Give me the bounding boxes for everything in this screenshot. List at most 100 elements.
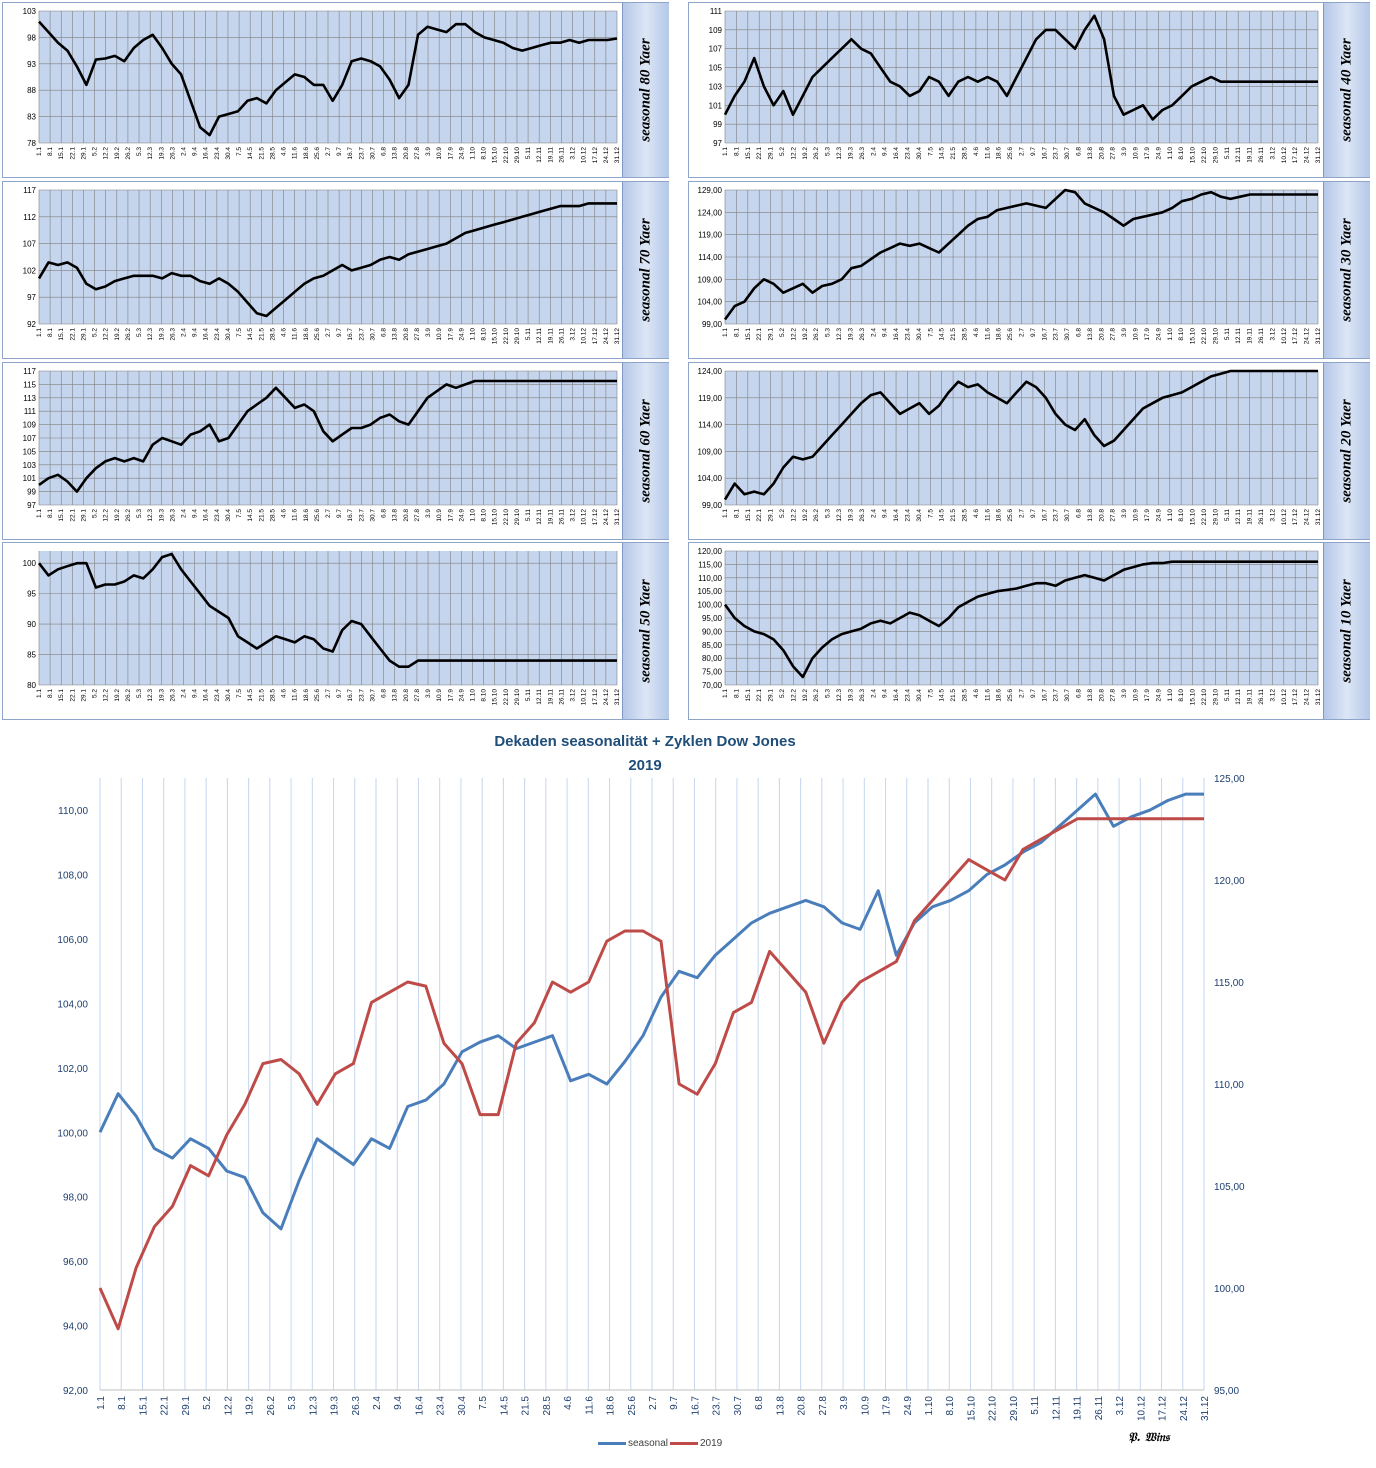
x-tick-label: 26.3 [169, 328, 176, 341]
x-tick-label: 30.7 [369, 689, 376, 702]
x-tick-label: 1.10 [1167, 689, 1174, 702]
x-tick-label: 26.3 [169, 689, 176, 702]
legend-2019: 2019 [670, 1438, 722, 1449]
x-tick-label: 17.12 [592, 689, 599, 706]
x-tick-label: 25.6 [314, 328, 321, 341]
x-tick-label: 2.7 [325, 147, 332, 156]
label-80: seasonal 80 Yaer [637, 38, 654, 142]
y-tick-label: 129,00 [698, 186, 723, 195]
x-tick-label: 16.7 [1041, 509, 1048, 522]
x-tick-label: 25.6 [314, 147, 321, 160]
x-tick-label: 23.4 [436, 1396, 447, 1416]
x-tick-label: 4.6 [973, 509, 980, 518]
x-tick-label: 12.2 [790, 509, 797, 522]
x-tick-label: 12.11 [1235, 689, 1242, 705]
chart-40: 1.1 8.1 15.1 22.1 29.1 5.2 12.2 19.2 26.2 5.3 12.3… [709, 7, 1322, 164]
x-tick-label: 24.9 [458, 689, 465, 702]
y-tick-label: 101 [709, 101, 723, 110]
x-tick-label: 18.6 [303, 328, 310, 341]
main-subtitle: 2019 [628, 757, 662, 774]
x-tick-label: 5.11 [525, 147, 532, 160]
x-tick-label: 31.12 [1315, 147, 1322, 164]
series-line [37, 552, 617, 668]
x-tick-label: 13.8 [1087, 509, 1094, 522]
y-left-tick-label: 96,00 [63, 1257, 88, 1268]
y-tick-label: 70,00 [702, 681, 723, 690]
x-tick-label: 30.7 [1064, 328, 1071, 341]
x-tick-label: 10.9 [436, 328, 443, 341]
x-tick-label: 25.6 [1007, 509, 1014, 522]
x-tick-label: 15.1 [745, 328, 752, 341]
x-tick-label: 3.12 [570, 147, 577, 160]
x-tick-label: 9.7 [669, 1396, 680, 1410]
y-tick-label: 115 [23, 380, 36, 389]
x-tick-label: 22.1 [69, 328, 76, 341]
x-tick-label: 20.8 [797, 1396, 808, 1416]
x-tick-label: 12.2 [103, 689, 110, 702]
x-tick-label: 29.10 [1212, 328, 1219, 345]
x-tick-label: 19.2 [245, 1396, 256, 1416]
x-tick-label: 22.1 [69, 689, 76, 702]
panel-40: 1.1 8.1 15.1 22.1 29.1 5.2 12.2 19.2 26.2 5.3 12.3… [688, 2, 1370, 178]
x-tick-label: 31.12 [614, 509, 621, 526]
x-tick-label: 31.12 [1200, 1396, 1211, 1421]
x-tick-label: 16.4 [203, 509, 210, 522]
x-tick-label: 8.10 [1178, 509, 1185, 522]
y-left-tick-label: 104,00 [57, 999, 88, 1010]
x-tick-label: 8.10 [481, 689, 488, 702]
y-tick-label: 114,00 [698, 253, 722, 262]
x-tick-label: 10.9 [436, 689, 443, 702]
y-left-tick-label: 106,00 [57, 935, 88, 946]
x-tick-label: 16.7 [690, 1396, 701, 1416]
y-tick-label: 114,00 [698, 421, 722, 430]
x-tick-label: 28.5 [961, 689, 968, 702]
y-left-tick-label: 92,00 [63, 1386, 88, 1397]
x-tick-label: 9.7 [336, 509, 343, 518]
x-tick-label: 21.5 [521, 1396, 532, 1416]
x-tick-label: 19.3 [847, 328, 854, 341]
x-tick-label: 9.4 [882, 328, 889, 337]
x-tick-label: 22.10 [1201, 509, 1208, 526]
x-tick-label: 30.4 [225, 509, 232, 522]
x-tick-label: 25.6 [1007, 689, 1014, 702]
x-tick-label: 26.2 [125, 509, 132, 522]
x-tick-label: 2.7 [325, 689, 332, 698]
chart-20: 1.1 8.1 15.1 22.1 29.1 5.2 12.2 19.2 26.2 5.3 12.3… [698, 367, 1322, 526]
x-tick-label: 14.5 [499, 1396, 510, 1416]
x-tick-label: 22.1 [160, 1396, 171, 1416]
x-tick-label: 26.2 [813, 147, 820, 160]
x-tick-label: 14.5 [247, 509, 254, 522]
x-tick-label: 1.1 [722, 147, 729, 156]
x-tick-label: 3.9 [1121, 147, 1128, 156]
x-tick-label: 26.2 [813, 689, 820, 702]
legend-2019-label: 2019 [700, 1438, 723, 1449]
x-tick-label: 1.1 [36, 689, 43, 698]
x-tick-label: 3.12 [570, 689, 577, 702]
x-tick-label: 17.9 [1144, 147, 1151, 160]
x-tick-label: 10.12 [1281, 689, 1288, 706]
x-tick-label: 17.12 [1292, 689, 1299, 706]
x-tick-label: 29.1 [80, 147, 87, 160]
x-tick-label: 15.10 [492, 509, 499, 526]
x-tick-label: 21.5 [258, 689, 265, 702]
x-tick-label: 20.8 [403, 509, 410, 522]
x-tick-label: 17.9 [447, 689, 454, 702]
x-tick-label: 26.2 [125, 328, 132, 341]
y-tick-label: 99,00 [702, 501, 723, 510]
x-tick-label: 8.1 [733, 328, 740, 337]
x-tick-label: 5.3 [287, 1396, 298, 1410]
x-tick-label: 10.9 [436, 509, 443, 522]
x-tick-label: 11.6 [984, 689, 991, 702]
y-right-tick-label: 95,00 [1214, 1386, 1239, 1397]
x-tick-label: 13.8 [392, 689, 399, 702]
chart-10: 1.1 8.1 15.1 22.1 29.1 5.2 12.2 19.2 26.2 5.3 12.3… [698, 547, 1322, 706]
x-tick-label: 5.11 [525, 328, 532, 341]
y-tick-label: 90 [27, 620, 36, 629]
x-tick-label: 3.9 [839, 1396, 850, 1410]
x-tick-label: 20.8 [403, 689, 410, 702]
x-tick-label: 11.6 [984, 147, 991, 160]
x-tick-label: 19.3 [158, 147, 165, 160]
x-tick-label: 18.6 [606, 1396, 617, 1416]
x-tick-label: 17.9 [1144, 509, 1151, 522]
x-tick-label: 13.8 [1087, 689, 1094, 702]
